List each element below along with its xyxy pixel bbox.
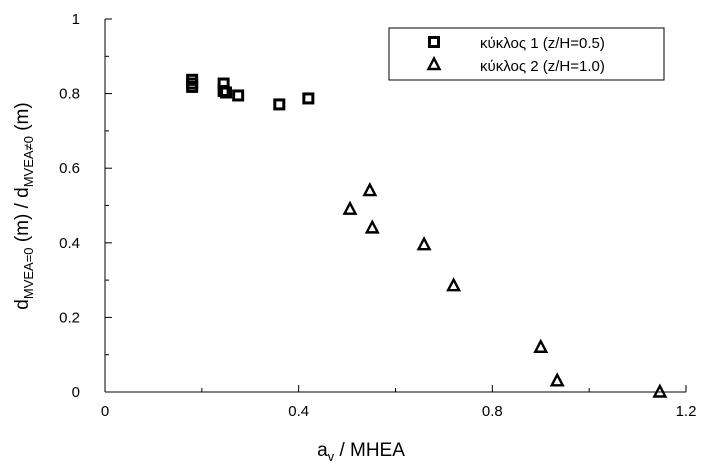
x-tick-label: 0 [101, 403, 109, 420]
series-1-square-point [302, 92, 315, 105]
series-2-triangle-point [533, 338, 549, 353]
y-tick-label: 1 [72, 11, 80, 28]
y-tick-label: 0.6 [59, 160, 80, 177]
y-tick-label: 0.4 [59, 235, 80, 252]
series-1-square-point [273, 98, 286, 111]
legend-triangle-marker [426, 55, 442, 71]
x-axis-label: av / MHEA [317, 440, 405, 463]
series-2-triangle-point [342, 200, 358, 215]
legend-label-series-1: κύκλος 1 (z/H=0.5) [480, 35, 605, 52]
series-2-triangle-point [549, 372, 565, 387]
legend-label-series-2: κύκλος 2 (z/H=1.0) [480, 58, 605, 75]
y-axis-label: dMVEA=0 (m) / dMVEA≠0 (m) [12, 102, 36, 309]
y-tick-label: 0 [72, 384, 80, 401]
x-tick-label: 0.4 [288, 403, 309, 420]
series-1-square-point [186, 80, 199, 93]
series-2-triangle-point [446, 277, 462, 292]
data-points [186, 73, 668, 398]
series-1-square-point [220, 86, 233, 99]
tick-labels: 0 0.4 0.8 1.2 0 0.2 0.4 0.6 0.8 1 [59, 11, 696, 420]
x-tick-label: 1.2 [676, 403, 697, 420]
y-tick-label: 0.2 [59, 309, 80, 326]
series-2-triangle-point [652, 383, 668, 398]
series-2-triangle-point [362, 181, 378, 197]
series-2-triangle-point [364, 219, 380, 234]
legend: κύκλος 1 (z/H=0.5) κύκλος 2 (z/H=1.0) [388, 27, 665, 81]
x-tick-label: 0.8 [482, 403, 503, 420]
y-tick-label: 0.8 [59, 86, 80, 103]
series-1-square-point [232, 89, 245, 102]
legend-square-marker [428, 36, 440, 48]
ticks [104, 18, 687, 393]
series-2-triangle-point [416, 236, 432, 251]
